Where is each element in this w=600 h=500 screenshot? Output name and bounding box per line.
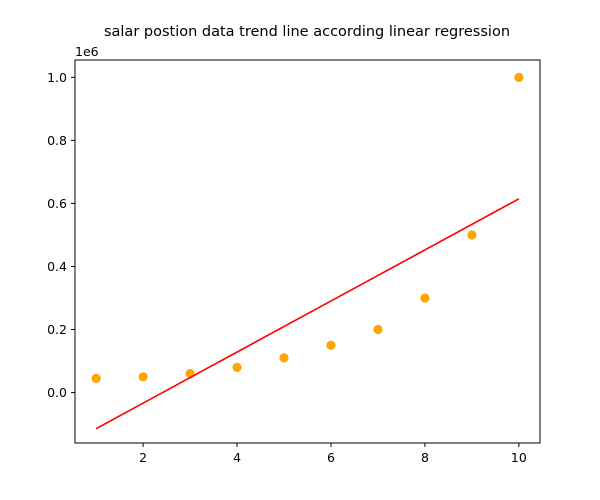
data-point [373, 324, 383, 335]
data-point [326, 340, 336, 350]
y-tick-label: 0.8 [47, 133, 67, 148]
y-axis-offset-label: 1e6 [75, 44, 99, 59]
y-tick-label: 0.6 [47, 196, 67, 211]
data-point [91, 373, 101, 383]
x-tick-label: 8 [421, 450, 429, 465]
y-tick-label: 0.0 [47, 385, 67, 400]
y-axis: 0.0 0.2 0.4 0.6 0.8 1.0 [47, 70, 75, 400]
plot-area [91, 72, 524, 430]
x-tick-label: 4 [233, 450, 241, 465]
regression-line [95, 198, 520, 430]
x-tick-label: 2 [139, 450, 147, 465]
data-point [467, 230, 477, 240]
data-point [514, 72, 524, 82]
data-point [279, 353, 289, 363]
chart-title: salar postion data trend line according … [104, 24, 510, 40]
x-tick-label: 6 [327, 450, 335, 465]
y-tick-label: 1.0 [47, 70, 67, 85]
x-axis: 2 4 6 8 10 [139, 443, 527, 465]
data-point [138, 372, 148, 382]
y-tick-label: 0.4 [47, 259, 67, 274]
x-tick-label: 10 [511, 450, 527, 465]
data-point [232, 362, 242, 372]
y-tick-label: 0.2 [47, 322, 67, 337]
axes-frame [74, 59, 541, 444]
data-point [420, 293, 430, 303]
